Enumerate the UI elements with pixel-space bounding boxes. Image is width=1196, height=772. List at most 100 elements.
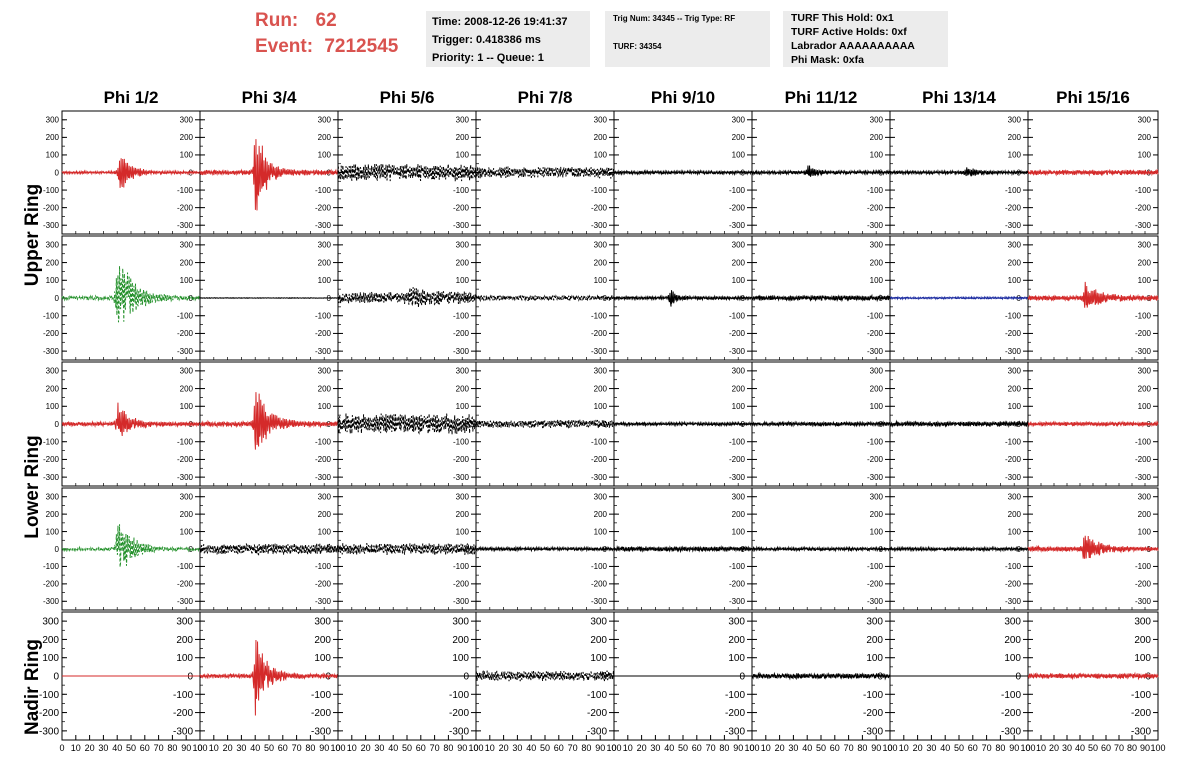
y-tick-label: -300 — [867, 347, 884, 356]
x-tick-label: 80 — [857, 743, 867, 753]
y-tick-label: 200 — [1008, 510, 1022, 519]
x-tick-label: 0 — [749, 743, 754, 753]
y-tick-label: 300 — [180, 116, 194, 125]
y-tick-label: 200 — [870, 384, 884, 393]
x-tick-label: 50 — [954, 743, 964, 753]
y-tick-label: 200 — [180, 384, 194, 393]
column-header-phi-11-12: Phi 11/12 — [784, 88, 858, 107]
x-tick-label: 50 — [126, 743, 136, 753]
y-tick-label: 300 — [594, 116, 608, 125]
y-tick-label: 200 — [318, 258, 332, 267]
y-tick-label: 100 — [594, 527, 608, 536]
y-tick-label: -200 — [311, 708, 331, 719]
y-tick-label: 200 — [318, 133, 332, 142]
x-tick-label: 100 — [330, 743, 345, 753]
y-tick-label: 300 — [732, 493, 746, 502]
y-tick-label: 100 — [1008, 402, 1022, 411]
y-tick-label: 100 — [732, 402, 746, 411]
y-tick-label: -100 — [311, 690, 331, 701]
x-tick-label: 0 — [335, 743, 340, 753]
y-tick-label: -100 — [315, 562, 332, 571]
y-tick-label: 100 — [1134, 653, 1151, 664]
run-event-box: Run: 62 Event: 7212545 — [255, 8, 398, 60]
y-tick-label: -100 — [863, 690, 883, 701]
y-tick-label: 300 — [46, 241, 60, 250]
y-tick-label: -200 — [867, 455, 884, 464]
waveform-trace — [475, 293, 615, 303]
waveform-trace — [199, 392, 339, 450]
y-tick-label: 300 — [318, 493, 332, 502]
x-tick-label: 0 — [887, 743, 892, 753]
y-tick-label: -200 — [725, 708, 745, 719]
waveform-trace — [475, 166, 615, 179]
panel-2-2: 300 200 100 0 -100 -200 -300 — [337, 361, 477, 487]
x-tick-label: 20 — [361, 743, 371, 753]
y-tick-label: -100 — [725, 690, 745, 701]
y-tick-label: 200 — [456, 510, 470, 519]
turf-num-text: TURF: 34354 — [613, 42, 662, 51]
y-tick-label: 200 — [1138, 133, 1152, 142]
y-tick-label: 100 — [46, 151, 60, 160]
y-tick-label: 200 — [176, 635, 193, 646]
x-tick-label: 40 — [940, 743, 950, 753]
y-tick-label: 300 — [456, 493, 470, 502]
y-tick-label: 100 — [1008, 151, 1022, 160]
waveform-trace — [613, 169, 753, 177]
y-tick-label: -100 — [587, 690, 607, 701]
x-tick-label: 50 — [264, 743, 274, 753]
y-tick-label: -100 — [867, 186, 884, 195]
y-tick-label: -100 — [1005, 438, 1022, 447]
waveform-trace — [475, 545, 615, 553]
x-tick-label: 10 — [899, 743, 909, 753]
y-tick-label: -100 — [1005, 562, 1022, 571]
x-tick-label: 100 — [606, 743, 621, 753]
y-tick-label: 200 — [452, 635, 469, 646]
x-tick-label: 50 — [402, 743, 412, 753]
x-tick-label: 60 — [692, 743, 702, 753]
waveform-trace — [1027, 281, 1159, 308]
y-tick-label: -300 — [177, 473, 194, 482]
y-tick-label: 0 — [739, 672, 745, 683]
y-tick-label: 300 — [1134, 617, 1151, 628]
waveform-trace — [751, 671, 891, 681]
y-tick-label: 100 — [180, 527, 194, 536]
y-tick-label: 100 — [456, 402, 470, 411]
y-tick-label: 300 — [732, 116, 746, 125]
y-tick-label: -200 — [43, 329, 60, 338]
x-tick-label: 100 — [744, 743, 759, 753]
y-tick-label: 300 — [46, 493, 60, 502]
y-tick-label: -100 — [177, 312, 194, 321]
y-tick-label: 200 — [732, 510, 746, 519]
y-tick-label: 100 — [1138, 402, 1152, 411]
x-tick-label: 40 — [664, 743, 674, 753]
y-tick-label: -300 — [591, 347, 608, 356]
waveform-trace — [61, 524, 201, 568]
x-tick-label: 70 — [706, 743, 716, 753]
x-tick-label: 40 — [250, 743, 260, 753]
x-tick-label: 90 — [1009, 743, 1019, 753]
y-tick-label: 300 — [452, 617, 469, 628]
x-tick-label: 40 — [802, 743, 812, 753]
y-tick-label: -200 — [591, 580, 608, 589]
y-tick-label: 300 — [314, 617, 331, 628]
trigger-text: Trigger: 0.418386 ms — [432, 34, 541, 46]
y-tick-label: -200 — [449, 708, 469, 719]
y-tick-label: 300 — [180, 241, 194, 250]
y-tick-label: -100 — [453, 312, 470, 321]
x-tick-label: 30 — [788, 743, 798, 753]
y-tick-label: 300 — [46, 367, 60, 376]
y-tick-label: 200 — [870, 510, 884, 519]
x-tick-label: 80 — [719, 743, 729, 753]
y-tick-label: 200 — [594, 133, 608, 142]
y-tick-label: -100 — [177, 186, 194, 195]
y-tick-label: 200 — [594, 384, 608, 393]
y-tick-label: 300 — [870, 116, 884, 125]
